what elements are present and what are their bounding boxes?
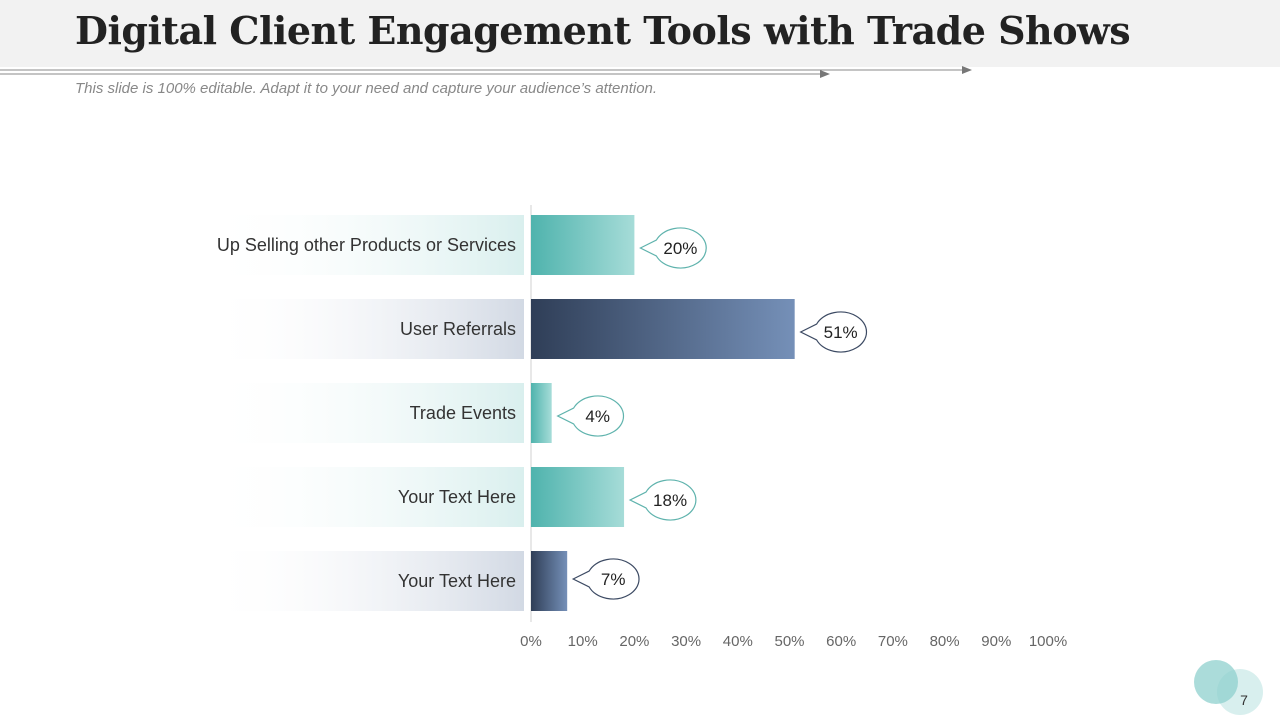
category-label: User Referrals bbox=[400, 319, 516, 339]
x-tick-label: 90% bbox=[981, 633, 1011, 650]
data-label: 4% bbox=[585, 407, 610, 426]
slide-title: Digital Client Engagement Tools with Tra… bbox=[75, 8, 1131, 53]
page-number-decoration bbox=[1194, 660, 1263, 715]
x-tick-label: 20% bbox=[619, 633, 649, 650]
category-label: Trade Events bbox=[410, 403, 516, 423]
bar bbox=[531, 551, 568, 611]
data-label: 51% bbox=[824, 323, 858, 342]
data-label-bubble: 4% bbox=[556, 395, 625, 437]
category-label: Your Text Here bbox=[398, 487, 516, 507]
x-tick-label: 0% bbox=[520, 633, 542, 650]
category-label-box bbox=[205, 299, 524, 359]
data-label: 20% bbox=[663, 239, 697, 258]
data-label-bubble: 18% bbox=[628, 479, 697, 521]
data-label-bubble: 7% bbox=[571, 558, 640, 600]
x-tick-label: 10% bbox=[568, 633, 598, 650]
x-tick-label: 40% bbox=[723, 633, 753, 650]
data-label-bubble: 51% bbox=[799, 311, 868, 353]
data-label-bubble: 20% bbox=[639, 227, 707, 269]
x-tick-label: 60% bbox=[826, 633, 856, 650]
bar bbox=[531, 215, 635, 275]
data-label: 7% bbox=[601, 570, 626, 589]
category-label-box bbox=[205, 551, 524, 611]
x-tick-label: 50% bbox=[774, 633, 804, 650]
category-label-box bbox=[205, 467, 524, 527]
slide-subtitle: This slide is 100% editable. Adapt it to… bbox=[75, 80, 658, 97]
bar bbox=[531, 383, 552, 443]
bar bbox=[531, 299, 795, 359]
page-number: 7 bbox=[1240, 692, 1248, 708]
bar bbox=[531, 467, 625, 527]
title-band bbox=[0, 0, 1280, 67]
title-underline-arrows bbox=[0, 66, 972, 78]
x-tick-label: 80% bbox=[930, 633, 960, 650]
category-label-box bbox=[205, 383, 524, 443]
data-label: 18% bbox=[653, 491, 687, 510]
category-label-box bbox=[205, 215, 524, 275]
x-tick-label: 70% bbox=[878, 633, 908, 650]
x-tick-label: 30% bbox=[671, 633, 701, 650]
x-tick-label: 100% bbox=[1029, 633, 1067, 650]
category-label: Your Text Here bbox=[398, 571, 516, 591]
category-label: Up Selling other Products or Services bbox=[217, 235, 516, 255]
